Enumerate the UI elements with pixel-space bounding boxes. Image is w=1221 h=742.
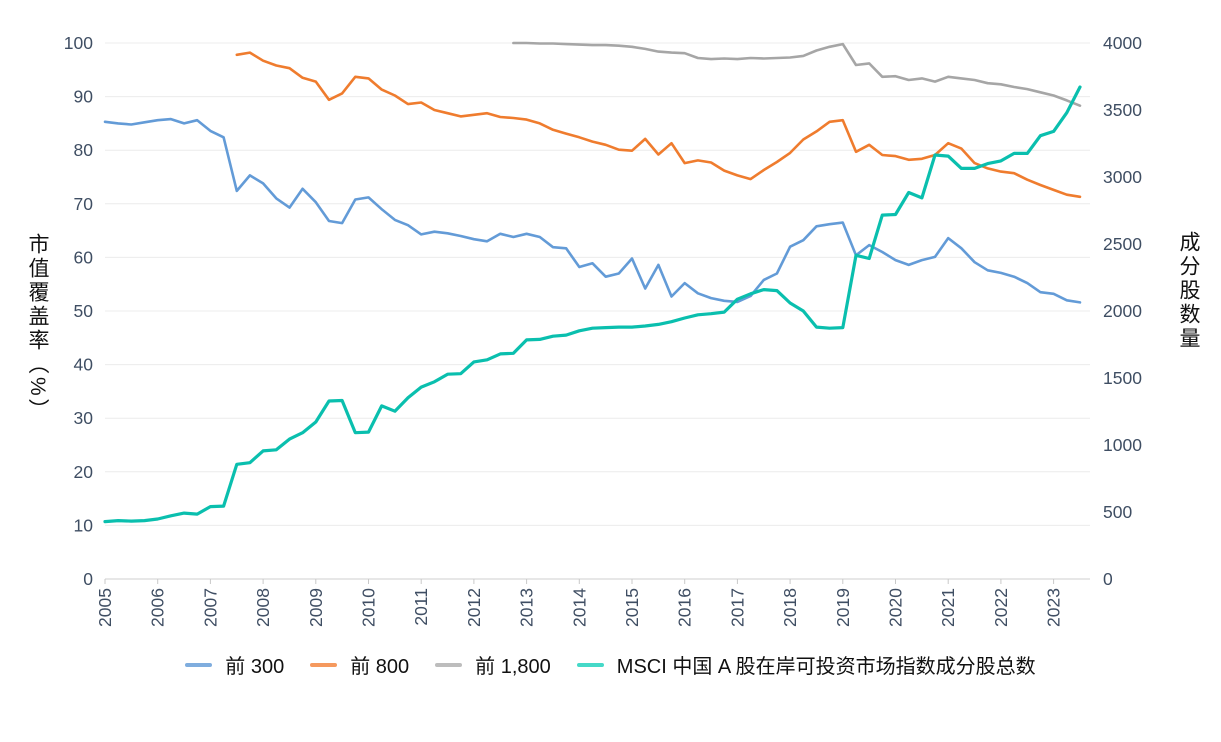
- x-tick-label: 2019: [833, 588, 853, 627]
- y-right-tick-label: 3000: [1103, 167, 1142, 187]
- x-tick-label: 2021: [938, 588, 958, 627]
- y-right-tick-label: 2000: [1103, 301, 1142, 321]
- legend-item-msci-count: MSCI 中国 A 股在岸可投资市场指数成分股总数: [576, 650, 1036, 679]
- y-left-tick-label: 90: [74, 87, 94, 107]
- x-tick-label: 2022: [991, 588, 1011, 627]
- y-left-tick-label: 10: [74, 515, 94, 535]
- x-tick-label: 2007: [200, 588, 220, 627]
- y-left-tick-label: 70: [74, 194, 94, 214]
- y-right-tick-label: 3500: [1103, 100, 1142, 120]
- y-right-tick-label: 2500: [1103, 234, 1142, 254]
- legend-swatch-msci-count: [576, 662, 604, 667]
- legend-label-top-1800: 前 1,800: [475, 656, 551, 678]
- x-tick-label: 2020: [886, 588, 906, 627]
- series-line-top-300: [103, 117, 1082, 304]
- legend-label-top-800: 前 800: [350, 656, 410, 678]
- plot-svg: 2005 2006 2007 2008 2009 2010 2011 2012 2013 2014…: [64, 33, 1142, 627]
- x-tick-label: 2008: [253, 588, 273, 627]
- x-tick-label: 2010: [359, 588, 379, 627]
- legend: 前 300 前 800 前 1,800 MSCI 中国 A 股在岸可投资市场指数…: [0, 650, 1221, 679]
- x-tick-label: 2023: [1044, 588, 1064, 627]
- x-tick-label: 2014: [569, 588, 589, 627]
- series-line-msci-constituent-count: [103, 85, 1082, 524]
- y-left-tick-label: 20: [74, 462, 94, 482]
- y-right-tick-label: 0: [1103, 569, 1113, 589]
- gridlines: [105, 42, 1090, 580]
- legend-item-top-800: 前 800: [310, 650, 409, 679]
- legend-item-top-1800: 前 1,800: [435, 650, 551, 679]
- y-right-tick-label: 1000: [1103, 435, 1142, 455]
- x-tick-label: 2017: [727, 588, 747, 627]
- x-tick-label: 2006: [148, 588, 168, 627]
- y-right-tick-label: 4000: [1103, 33, 1142, 53]
- x-tick-label: 2016: [675, 588, 695, 627]
- series-lines: [103, 41, 1082, 524]
- left-axis-title: 市值覆盖率（%）: [26, 233, 49, 423]
- x-tick-label: 2011: [411, 588, 431, 626]
- y-left-tick-label: 60: [74, 247, 94, 267]
- y-left-tick-label: 40: [74, 355, 94, 375]
- x-tick-label: 2015: [622, 588, 642, 627]
- legend-swatch-top-1800: [435, 662, 463, 667]
- series-line-top-1800: [512, 41, 1082, 107]
- y-right-tick-label: 1500: [1103, 368, 1142, 388]
- legend-label-msci-count: MSCI 中国 A 股在岸可投资市场指数成分股总数: [616, 656, 1036, 678]
- x-tick-label: 2012: [464, 588, 484, 627]
- x-tick-label: 2018: [780, 588, 800, 627]
- x-tick-label: 2009: [306, 588, 326, 627]
- x-axis-ticks: 2005 2006 2007 2008 2009 2010 2011 2012 2013 2014…: [95, 579, 1064, 627]
- legend-swatch-top-300: [185, 662, 213, 667]
- legend-swatch-top-800: [310, 662, 338, 667]
- legend-label-top-300: 前 300: [225, 656, 285, 678]
- legend-item-top-300: 前 300: [185, 650, 284, 679]
- y-left-tick-label: 80: [74, 140, 94, 160]
- series-line-top-800: [235, 51, 1082, 199]
- x-tick-label: 2013: [517, 588, 537, 627]
- y-axis-right-tick-labels: 0 500 1000 1500 2000 2500 3000 3500 4000: [1103, 33, 1142, 589]
- y-left-tick-label: 0: [83, 569, 93, 589]
- y-axis-left-tick-labels: 0 10 20 30 40 50 60 70 80 90 100: [64, 33, 93, 589]
- y-right-tick-label: 500: [1103, 502, 1132, 522]
- x-tick-label: 2005: [95, 588, 115, 627]
- right-axis-title: 成分股数量: [1177, 231, 1200, 351]
- y-left-tick-label: 100: [64, 33, 93, 53]
- y-left-tick-label: 50: [74, 301, 94, 321]
- y-left-tick-label: 30: [74, 408, 94, 428]
